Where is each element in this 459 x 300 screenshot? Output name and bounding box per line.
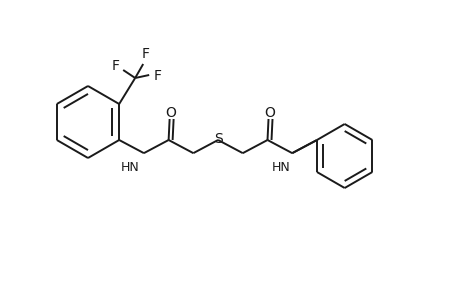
Text: HN: HN	[121, 161, 140, 174]
Text: O: O	[165, 106, 176, 120]
Text: F: F	[141, 47, 149, 61]
Text: F: F	[111, 59, 119, 73]
Text: HN: HN	[271, 161, 290, 174]
Text: S: S	[213, 132, 222, 146]
Text: O: O	[263, 106, 274, 120]
Text: F: F	[153, 69, 161, 83]
